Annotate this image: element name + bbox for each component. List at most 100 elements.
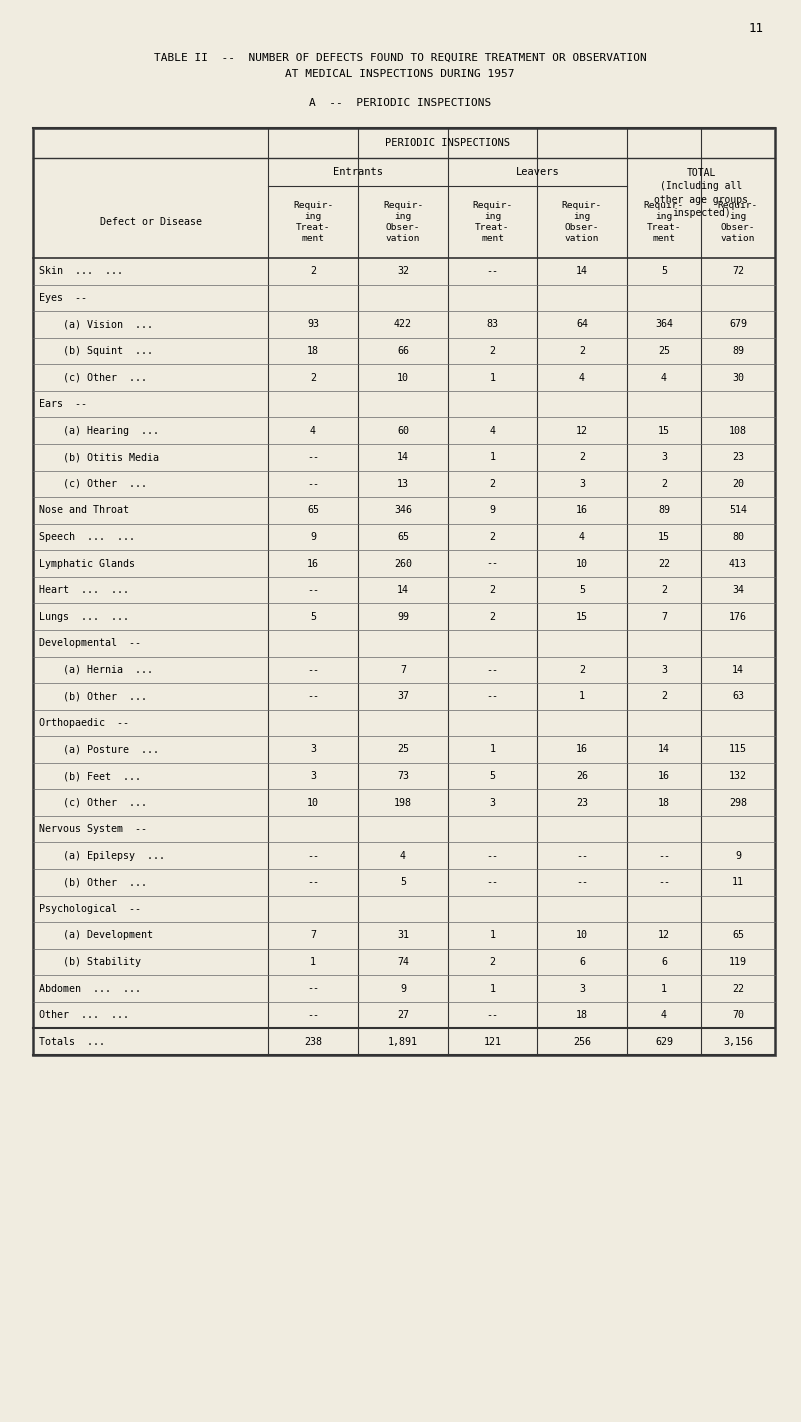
Text: 65: 65 — [732, 930, 744, 940]
Text: 9: 9 — [489, 505, 496, 515]
Text: 1: 1 — [489, 984, 496, 994]
Text: 1: 1 — [310, 957, 316, 967]
Text: 14: 14 — [576, 266, 588, 276]
Text: AT MEDICAL INSPECTIONS DURING 1957: AT MEDICAL INSPECTIONS DURING 1957 — [285, 70, 515, 80]
Text: Totals  ...: Totals ... — [39, 1037, 105, 1047]
Text: (c) Other  ...: (c) Other ... — [51, 479, 147, 489]
Text: 1: 1 — [661, 984, 667, 994]
Text: Psychological  --: Psychological -- — [39, 904, 141, 914]
Text: 22: 22 — [732, 984, 744, 994]
Text: 12: 12 — [658, 930, 670, 940]
Text: 74: 74 — [397, 957, 409, 967]
Text: (b) Stability: (b) Stability — [51, 957, 141, 967]
Text: --: -- — [576, 850, 588, 860]
Text: --: -- — [486, 877, 498, 887]
Text: 37: 37 — [397, 691, 409, 701]
Text: Requir-
ing
Obser-
vation: Requir- ing Obser- vation — [562, 201, 602, 243]
Text: 14: 14 — [397, 584, 409, 594]
Text: 9: 9 — [400, 984, 406, 994]
Text: (b) Otitis Media: (b) Otitis Media — [51, 452, 159, 462]
Text: Requir-
ing
Obser-
vation: Requir- ing Obser- vation — [718, 201, 758, 243]
Text: 83: 83 — [486, 320, 498, 330]
Text: 18: 18 — [658, 798, 670, 808]
Text: 34: 34 — [732, 584, 744, 594]
Text: --: -- — [307, 691, 319, 701]
Text: (a) Hearing  ...: (a) Hearing ... — [51, 425, 159, 435]
Text: 16: 16 — [307, 559, 319, 569]
Text: (a) Posture  ...: (a) Posture ... — [51, 745, 159, 755]
Text: 3,156: 3,156 — [723, 1037, 753, 1047]
Text: 176: 176 — [729, 611, 747, 621]
Text: 2: 2 — [579, 346, 585, 356]
Text: 80: 80 — [732, 532, 744, 542]
Text: 73: 73 — [397, 771, 409, 781]
Text: 2: 2 — [489, 957, 496, 967]
Text: TABLE II  --  NUMBER OF DEFECTS FOUND TO REQUIRE TREATMENT OR OBSERVATION: TABLE II -- NUMBER OF DEFECTS FOUND TO R… — [154, 53, 646, 63]
Text: --: -- — [486, 559, 498, 569]
Text: 12: 12 — [576, 425, 588, 435]
Bar — [33, 128, 775, 1055]
Text: 16: 16 — [576, 745, 588, 755]
Text: 2: 2 — [489, 532, 496, 542]
Text: Eyes  --: Eyes -- — [39, 293, 87, 303]
Text: --: -- — [307, 584, 319, 594]
Text: Entrants: Entrants — [333, 166, 383, 176]
Text: (b) Other  ...: (b) Other ... — [51, 691, 147, 701]
Text: (b) Other  ...: (b) Other ... — [51, 877, 147, 887]
Text: (a) Vision  ...: (a) Vision ... — [51, 320, 153, 330]
Text: 4: 4 — [310, 425, 316, 435]
Text: --: -- — [658, 850, 670, 860]
Text: 3: 3 — [579, 984, 585, 994]
Text: 22: 22 — [658, 559, 670, 569]
Text: 119: 119 — [729, 957, 747, 967]
Text: 1: 1 — [579, 691, 585, 701]
Text: 99: 99 — [397, 611, 409, 621]
Text: 5: 5 — [310, 611, 316, 621]
Text: 3: 3 — [310, 745, 316, 755]
Text: 10: 10 — [576, 559, 588, 569]
Text: 364: 364 — [655, 320, 673, 330]
Text: 2: 2 — [489, 479, 496, 489]
Text: 4: 4 — [661, 1010, 667, 1020]
Text: 6: 6 — [661, 957, 667, 967]
Text: Requir-
ing
Obser-
vation: Requir- ing Obser- vation — [383, 201, 423, 243]
Text: 2: 2 — [310, 266, 316, 276]
Text: 1,891: 1,891 — [388, 1037, 418, 1047]
Text: 20: 20 — [732, 479, 744, 489]
Text: 1: 1 — [489, 930, 496, 940]
Text: (b) Squint  ...: (b) Squint ... — [51, 346, 153, 356]
Text: Nervous System  --: Nervous System -- — [39, 825, 147, 835]
Text: --: -- — [486, 850, 498, 860]
Text: 23: 23 — [732, 452, 744, 462]
Text: 72: 72 — [732, 266, 744, 276]
Text: 14: 14 — [658, 745, 670, 755]
Text: --: -- — [307, 664, 319, 675]
Text: 115: 115 — [729, 745, 747, 755]
Text: 2: 2 — [310, 373, 316, 383]
Text: 14: 14 — [732, 664, 744, 675]
Text: 121: 121 — [484, 1037, 501, 1047]
Text: Orthopaedic  --: Orthopaedic -- — [39, 718, 129, 728]
Text: 6: 6 — [579, 957, 585, 967]
Text: 26: 26 — [576, 771, 588, 781]
Text: --: -- — [307, 1010, 319, 1020]
Text: --: -- — [486, 266, 498, 276]
Text: Requir-
ing
Treat-
ment: Requir- ing Treat- ment — [293, 201, 333, 243]
Text: 15: 15 — [658, 425, 670, 435]
Text: 16: 16 — [658, 771, 670, 781]
Text: --: -- — [486, 664, 498, 675]
Text: 15: 15 — [576, 611, 588, 621]
Text: 1: 1 — [489, 745, 496, 755]
Text: Nose and Throat: Nose and Throat — [39, 505, 129, 515]
Text: 32: 32 — [397, 266, 409, 276]
Text: 108: 108 — [729, 425, 747, 435]
Text: 23: 23 — [576, 798, 588, 808]
Text: 65: 65 — [307, 505, 319, 515]
Text: Developmental  --: Developmental -- — [39, 638, 141, 648]
Text: 25: 25 — [397, 745, 409, 755]
Text: Other  ...  ...: Other ... ... — [39, 1010, 129, 1020]
Text: (a) Hernia  ...: (a) Hernia ... — [51, 664, 153, 675]
Text: Ears  --: Ears -- — [39, 400, 87, 410]
Text: 256: 256 — [573, 1037, 591, 1047]
Text: --: -- — [307, 452, 319, 462]
